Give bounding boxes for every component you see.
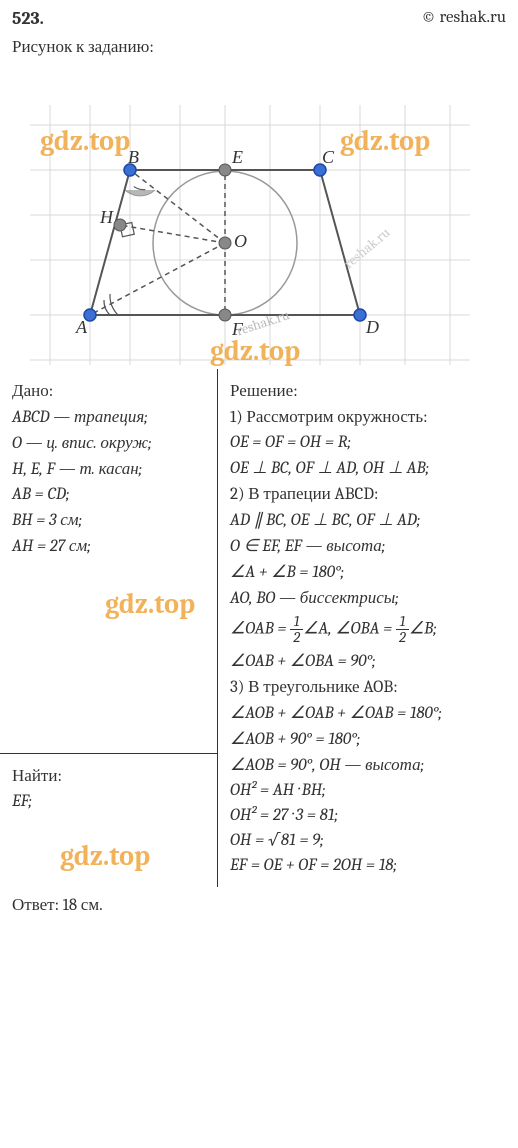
svg-text:D: D <box>365 317 379 337</box>
svg-text:H: H <box>99 207 114 227</box>
sol-line: AO, BO — биссектрисы; <box>230 588 506 608</box>
sol-line: ∠OAB + ∠OBA = 90°; <box>230 651 506 671</box>
find-line: EF; <box>12 792 205 811</box>
figure: A B C D E F H O reshak.ru reshak.ru gdz.… <box>0 65 518 365</box>
sol-line: EF = OE + OF = 2OH = 18; <box>230 856 506 875</box>
svg-text:A: A <box>75 317 88 337</box>
sol-line: ∠OAB = 12∠A, ∠OBA = 12∠B; <box>230 614 506 645</box>
copyright: © reshak.ru <box>421 8 506 29</box>
sol-line: 3) В треугольнике AOB: <box>230 677 506 697</box>
task-number: 523. <box>12 8 44 29</box>
svg-text:reshak.ru: reshak.ru <box>340 224 393 272</box>
sol-line: ∠AOB + 90° = 180°; <box>230 729 506 749</box>
sol-line: OH² = AH · BH; <box>230 781 506 800</box>
find-section: Найти: EF; <box>0 753 218 887</box>
given-section: Дано: ABCD — трапеция; O — ц. впис. окру… <box>0 369 218 753</box>
header: 523. © reshak.ru <box>0 0 518 33</box>
svg-text:reshak.ru: reshak.ru <box>234 306 292 339</box>
given-line: O — ц. впис. окруж; <box>12 433 205 453</box>
solution-section: Решение: 1) Рассмотрим окружность: OE = … <box>218 369 518 887</box>
sol-line: AD ∥ BC, OE ⊥ BC, OF ⊥ AD; <box>230 510 506 530</box>
subtitle: Рисунок к заданию: <box>0 33 518 65</box>
given-line: AB = CD; <box>12 485 205 504</box>
answer-label: Ответ: <box>12 896 63 915</box>
given-title: Дано: <box>12 381 205 401</box>
sol-line: 1) Рассмотрим окружность: <box>230 407 506 427</box>
solution-title: Решение: <box>230 381 506 401</box>
given-line: ABCD — трапеция; <box>12 407 205 427</box>
answer: Ответ: 18 см. <box>0 887 518 923</box>
svg-text:O: O <box>234 231 247 251</box>
answer-value: 18 см. <box>63 896 103 915</box>
sol-line: OE = OF = OH = R; <box>230 433 506 452</box>
content-table: Дано: ABCD — трапеция; O — ц. впис. окру… <box>0 369 518 887</box>
given-line: H, E, F — т. касан; <box>12 459 205 479</box>
sol-line: OH² = 27 · 3 = 81; <box>230 806 506 825</box>
svg-text:C: C <box>322 147 335 167</box>
sol-line: ∠AOB = 90°, OH — высота; <box>230 755 506 775</box>
sol-line: 2) В трапеции ABCD: <box>230 484 506 504</box>
find-title: Найти: <box>12 766 205 786</box>
given-line: BH = 3 см; <box>12 510 205 530</box>
svg-text:E: E <box>231 147 243 167</box>
sol-line: ∠AOB + ∠OAB + ∠OAB = 180°; <box>230 703 506 723</box>
sol-line: OE ⊥ BC, OF ⊥ AD, OH ⊥ AB; <box>230 458 506 478</box>
geometry-diagram: A B C D E F H O reshak.ru reshak.ru <box>0 65 518 365</box>
sol-line: ∠A + ∠B = 180°; <box>230 562 506 582</box>
sol-line: OH = √81 = 9; <box>230 831 506 850</box>
sol-line: O ∈ EF, EF — высота; <box>230 536 506 556</box>
svg-text:B: B <box>128 147 139 167</box>
given-line: AH = 27 см; <box>12 536 205 556</box>
